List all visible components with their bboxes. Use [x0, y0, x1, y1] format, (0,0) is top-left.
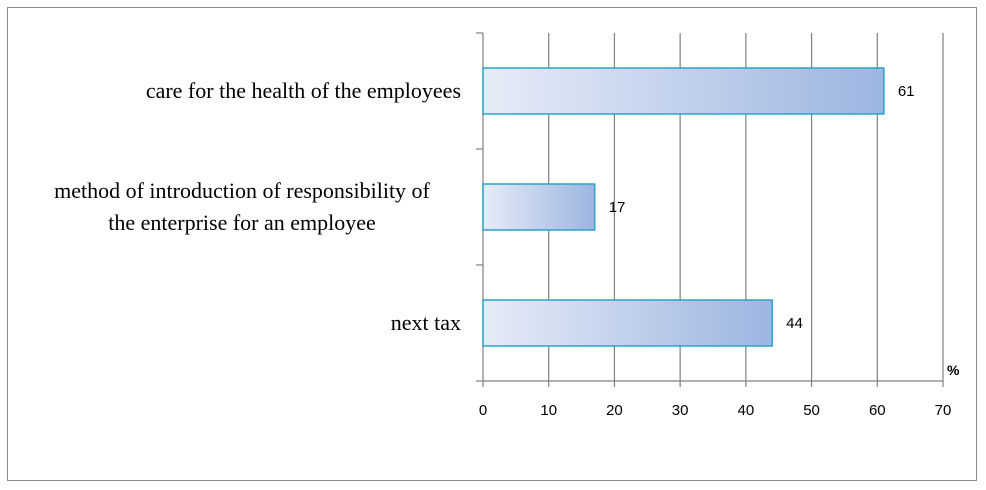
x-tick-label: 0 [479, 402, 487, 419]
x-tick-label: 60 [869, 402, 886, 419]
x-tick-label: 40 [738, 402, 755, 419]
unit-label: % [947, 362, 960, 378]
x-tick-label: 30 [672, 402, 689, 419]
data-label: 17 [609, 199, 626, 216]
bar [482, 299, 773, 347]
category-label: the enterprise for an employee [108, 210, 376, 235]
x-tick-label: 10 [540, 402, 557, 419]
bar [482, 67, 885, 115]
x-tick-label: 70 [935, 402, 952, 419]
bars [482, 67, 885, 347]
x-tick-label: 20 [606, 402, 623, 419]
bar [482, 183, 596, 231]
category-label: care for the health of the employees [146, 78, 461, 103]
category-label: next tax [391, 310, 461, 335]
labels: 0 10 20 30 40 50 60 70 61 care for the health of … [54, 78, 960, 419]
category-label: method of introduction of responsibility… [54, 178, 430, 203]
data-label: 44 [786, 315, 803, 332]
x-tick-label: 50 [803, 402, 820, 419]
data-label: 61 [898, 83, 915, 100]
